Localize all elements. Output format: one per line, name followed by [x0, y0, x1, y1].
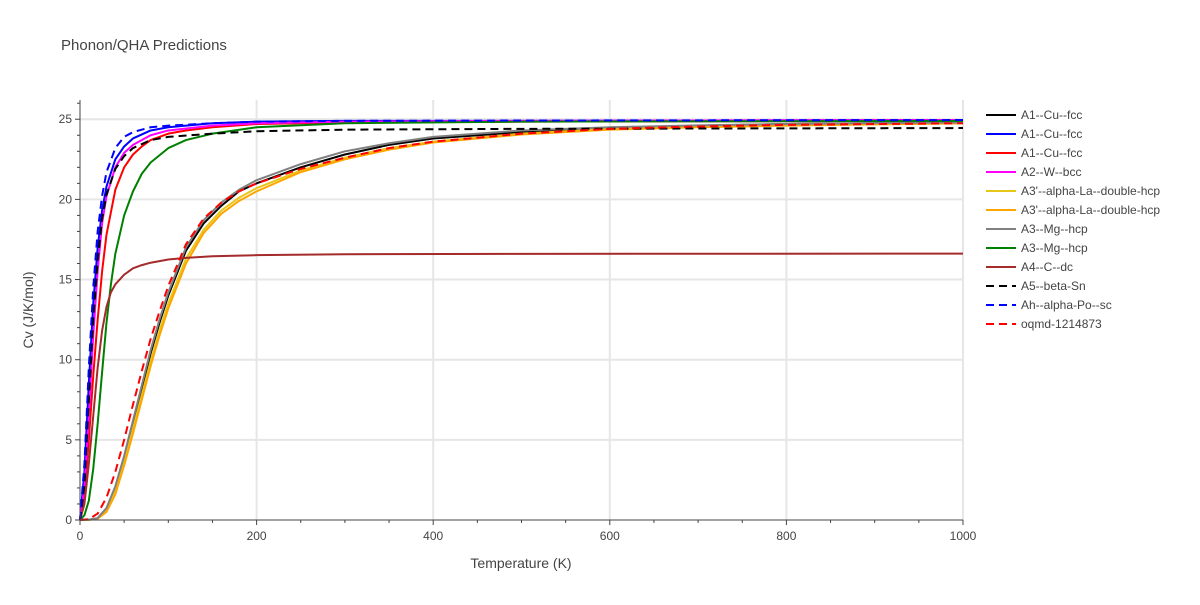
legend-label: A1--Cu--fcc [1021, 127, 1082, 141]
legend-item[interactable]: A2--W--bcc [986, 165, 1081, 179]
x-tick-label: 800 [776, 529, 796, 543]
legend-item[interactable]: A3--Mg--hcp [986, 241, 1088, 255]
series-line [79, 121, 964, 521]
x-axis-title: Temperature (K) [470, 555, 571, 571]
series-line [79, 119, 964, 521]
x-tick-label: 400 [423, 529, 443, 543]
series-line [79, 252, 964, 521]
legend-label: oqmd-1214873 [1021, 317, 1102, 331]
legend-label: A2--W--bcc [1021, 165, 1081, 179]
legend-item[interactable]: A1--Cu--fcc [986, 146, 1082, 160]
x-tick-label: 0 [77, 529, 84, 543]
legend-item[interactable]: Ah--alpha-Po--sc [986, 298, 1112, 312]
series-line [79, 121, 964, 521]
series-line [79, 122, 964, 521]
legend-label: A5--beta-Sn [1021, 279, 1086, 293]
y-tick-label: 5 [65, 433, 72, 447]
legend-item[interactable]: A3--Mg--hcp [986, 222, 1088, 236]
y-tick-label: 20 [59, 192, 73, 206]
legend-item[interactable]: A3'--alpha-La--double-hcp [986, 184, 1160, 198]
y-tick-label: 15 [59, 273, 73, 287]
legend-label: A3'--alpha-La--double-hcp [1021, 184, 1160, 198]
chart-title: Phonon/QHA Predictions [61, 37, 227, 54]
series-line [79, 119, 964, 521]
legend-label: A3'--alpha-La--double-hcp [1021, 203, 1160, 217]
series-line [79, 119, 964, 521]
x-tick-label: 1000 [950, 529, 977, 543]
series-layer [79, 119, 964, 521]
y-tick-label: 10 [59, 353, 73, 367]
series-line [79, 119, 964, 521]
legend-label: A3--Mg--hcp [1021, 241, 1088, 255]
legend-item[interactable]: A5--beta-Sn [986, 279, 1086, 293]
series-line [79, 127, 964, 521]
series-line [79, 119, 964, 521]
legend-item[interactable]: A3'--alpha-La--double-hcp [986, 203, 1160, 217]
legend-item[interactable]: A1--Cu--fcc [986, 127, 1082, 141]
x-tick-label: 600 [600, 529, 620, 543]
legend-item[interactable]: A1--Cu--fcc [986, 108, 1082, 122]
legend-label: A3--Mg--hcp [1021, 222, 1088, 236]
axis-layer: 0 200 400 600 800 1000 0 5 10 15 20 25 [59, 100, 977, 543]
legend-label: A1--Cu--fcc [1021, 108, 1082, 122]
x-tick-label: 200 [247, 529, 267, 543]
legend-label: A4--C--dc [1021, 260, 1073, 274]
y-tick-label: 0 [65, 513, 72, 527]
y-tick-label: 25 [59, 112, 73, 126]
series-line [79, 122, 964, 521]
y-axis-title: Cv (J/K/mol) [20, 272, 36, 349]
grid-layer [80, 100, 964, 520]
series-line [79, 121, 964, 521]
legend: A1--Cu--fcc A1--Cu--fcc A1--Cu--fcc A2--W--… [986, 108, 1160, 331]
legend-item[interactable]: oqmd-1214873 [986, 317, 1102, 331]
legend-item[interactable]: A4--C--dc [986, 260, 1073, 274]
legend-label: Ah--alpha-Po--sc [1021, 298, 1112, 312]
legend-label: A1--Cu--fcc [1021, 146, 1082, 160]
